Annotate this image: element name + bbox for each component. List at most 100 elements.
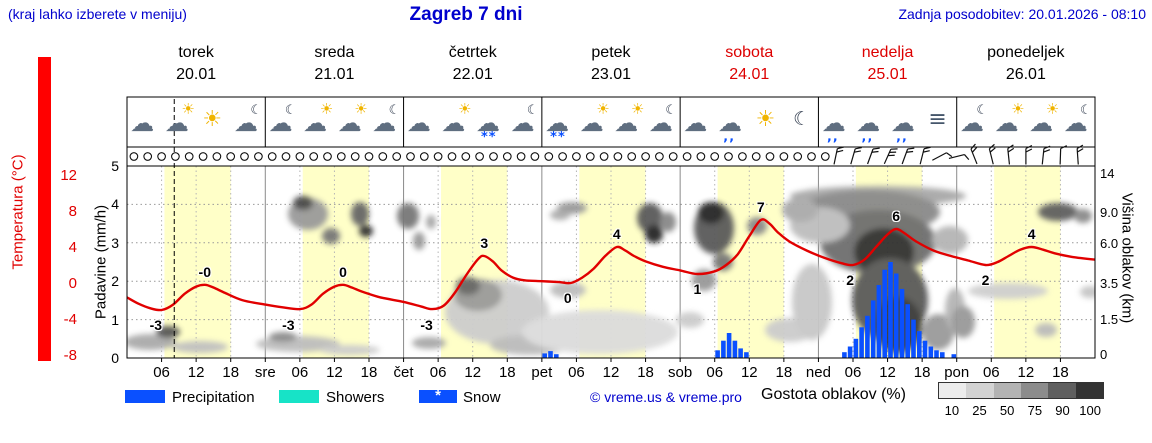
moon-icon: ☾ [793,108,811,130]
density-tick: 100 [1079,403,1101,418]
day-date: 24.01 [729,66,770,83]
temp-axis-tick: 0 [68,275,77,292]
credit-link[interactable]: © vreme.us & vreme.pro [590,389,742,405]
hour-label: 12 [602,364,620,381]
day-abbrev: ned [805,364,831,381]
temp-value-label: 2 [846,272,854,288]
moon-cloud-icon: ☾ ☁ [510,103,539,137]
sun-cloud-icon: ☀ ☁ [337,100,368,137]
location-hint: (kraj lahko izberete v meniju) [8,6,187,22]
hour-label: 12 [879,364,896,381]
sun-cloud-icon: ☀ ☁ [1029,100,1060,137]
cloud-height-tick: 1.5 [1100,311,1119,327]
day-date: 23.01 [590,66,631,83]
hour-label: 06 [153,364,170,381]
day-date: 22.01 [452,66,493,83]
density-tick: 90 [1055,403,1070,418]
temp-value-label: 1 [693,281,702,297]
cloud-icon: ☁ [130,109,155,137]
temp-value-label: 3 [480,235,489,251]
cloud-height-tick: 6.0 [1100,235,1119,251]
sun-icon: ☀ [202,107,223,132]
cloud-height-tick: 14 [1100,165,1115,181]
day-abbrev: sre [254,364,276,381]
snow-legend-label: Snow [463,389,501,406]
cloud-height-tick: 3.5 [1100,276,1119,292]
precip-axis-tick: 4 [111,196,119,213]
sun-cloud-icon: ☀ ☁ [164,100,195,137]
day-name: petek [591,44,631,61]
density-scale-step [939,383,967,398]
day-date: 20.01 [176,66,217,83]
temp-value-label: -3 [149,317,163,333]
day-date: 21.01 [314,66,355,83]
temp-value-label: -0 [198,263,211,280]
last-update: Zadnja posodobitev: 20.01.2026 - 08:10 [898,6,1146,22]
temp-value-label: -3 [282,317,295,333]
density-tick: 75 [1027,403,1043,418]
day-name: nedelja [861,44,914,61]
sun-cloud-icon: ☀ ☁ [441,100,472,137]
moon-cloud-icon: ☾ ☁ [960,103,988,137]
cloud-height-tick: 9.0 [1100,205,1119,221]
precip-axis-tick: 3 [111,234,119,251]
hour-label: 12 [326,364,343,381]
temp-value-label: 4 [612,226,621,242]
rain-cloud-icon: ☁ ‚‚ [718,109,742,145]
temp-axis-tick: -8 [63,347,77,364]
day-date: 25.01 [867,66,908,83]
day-name: ponedeljek [987,44,1065,61]
snow-star-icon: * [435,387,441,404]
snow-cloud-icon: ☁ ** [476,109,500,145]
density-scale-step [1075,383,1103,398]
showers-swatch [279,390,319,403]
temp-axis-tick: -4 [63,311,77,328]
day-name: sobota [725,44,774,61]
sun-icon: ☀ [755,107,776,132]
temp-value-label: 0 [563,290,572,306]
day-name: četrtek [448,44,497,61]
density-scale-bar [938,382,1104,399]
rain-cloud-icon: ☁ ‚‚ [856,109,881,145]
day-name: torek [178,44,214,61]
precip-axis-tick: 5 [111,158,119,174]
moon-cloud-icon: ☾ ☁ [268,103,297,137]
moon-cloud-icon: ☾ ☁ [234,103,262,137]
wind-icon: ≡ [928,107,947,132]
cloud-icon: ☁ [683,109,708,137]
hour-label: 06 [706,364,724,381]
snow-swatch: * [419,387,457,404]
rain-cloud-icon: ☁ ‚‚ [821,109,846,145]
hour-label: 18 [1052,364,1069,381]
day-abbrev: čet [393,364,414,381]
moon-cloud-icon: ☾ ☁ [1063,103,1092,137]
hour-label: 12 [187,364,205,381]
day-abbrev: pet [531,364,553,381]
precip-axis-tick: 2 [111,273,119,290]
showers-legend-label: Showers [326,389,385,406]
density-scale-step [1048,383,1076,398]
precipitation-legend-label: Precipitation [172,389,255,406]
hour-label: 18 [360,364,378,381]
cloud-density-label: Gostota oblakov (%) [761,386,906,403]
sun-cloud-icon: ☀ ☁ [994,100,1025,137]
density-scale-step [1020,383,1049,398]
hour-label: 18 [913,364,931,381]
hour-label: 18 [775,364,793,381]
hour-label: 12 [740,364,758,381]
sun-cloud-icon: ☀ ☁ [579,100,610,137]
hour-label: 06 [982,364,1000,381]
rain-cloud-icon: ☁ ‚‚ [890,109,915,145]
temp-axis-tick: 8 [68,203,77,220]
hour-label: 06 [291,364,309,381]
day-abbrev: sob [668,364,693,381]
temp-value-label: 6 [892,208,901,224]
density-tick: 50 [999,403,1015,418]
hour-label: 18 [222,364,240,381]
density-scale-step [966,383,994,398]
precip-axis-tick: 1 [111,311,119,328]
hour-label: 06 [429,364,447,381]
temp-value-label: 0 [339,263,347,280]
temp-axis-tick: 12 [60,167,77,184]
